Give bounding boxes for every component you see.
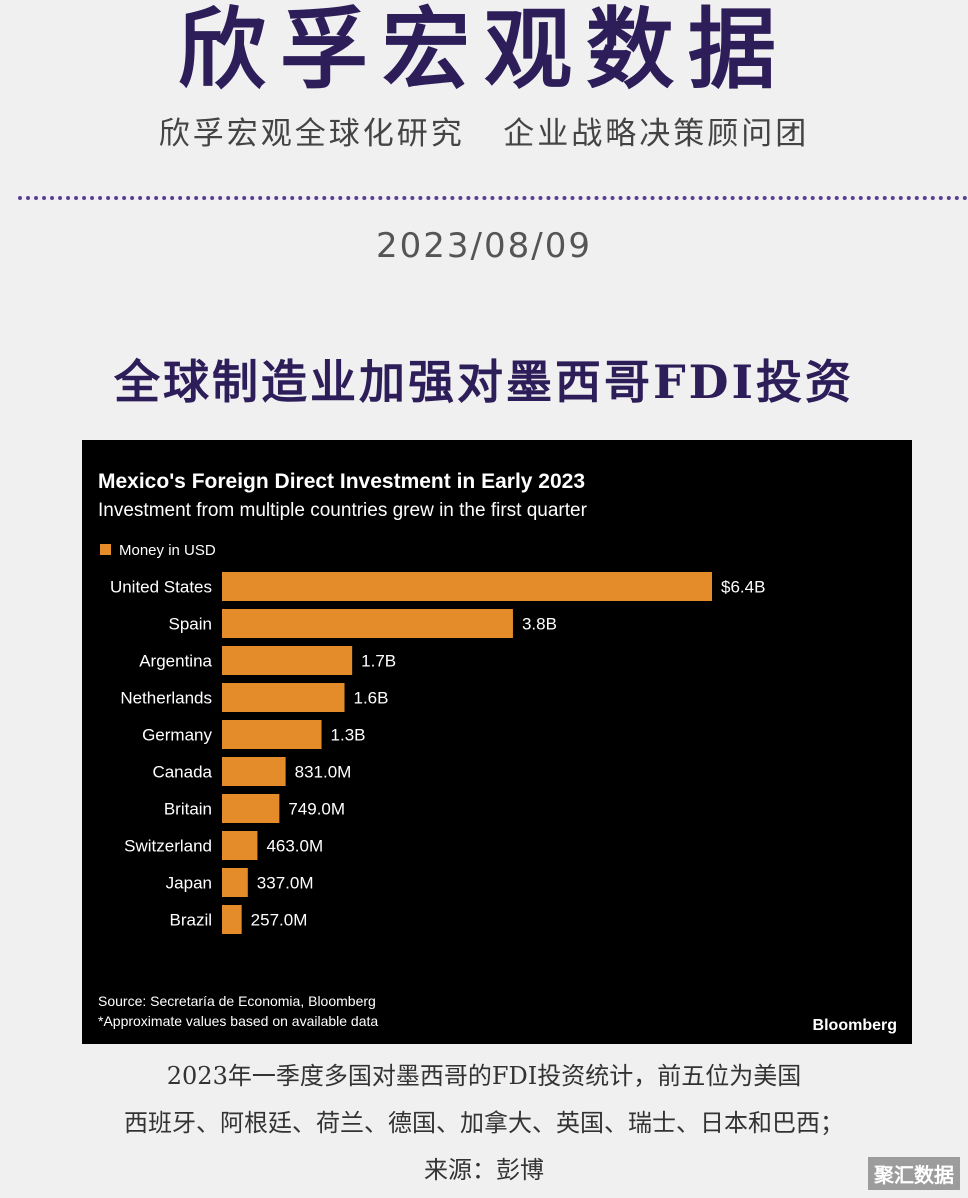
- caption-line-3: 来源：彭博: [424, 1156, 544, 1184]
- bar: [222, 831, 258, 860]
- bar-category-label: United States: [110, 578, 212, 597]
- bar-value-label: 831.0M: [295, 763, 352, 782]
- chart-panel: Mexico's Foreign Direct Investment in Ea…: [82, 440, 912, 1044]
- bar-category-label: Brazil: [169, 911, 212, 930]
- caption-line-2: 西班牙、阿根廷、荷兰、德国、加拿大、英国、瑞士、日本和巴西；: [124, 1109, 844, 1137]
- bar-group: United States $6.4B Spain 3.8B Argentina 1.7B…: [110, 572, 765, 934]
- bar: [222, 757, 286, 786]
- bar-value-label: 1.6B: [354, 689, 389, 708]
- brand-subtitle: 欣孚宏观全球化研究 企业战略决策顾问团: [158, 116, 810, 152]
- bar-chart: Mexico's Foreign Direct Investment in Ea…: [98, 470, 897, 1034]
- bar-value-label: 337.0M: [257, 874, 314, 893]
- bar-value-label: $6.4B: [721, 578, 765, 597]
- chart-footnote: *Approximate values based on available d…: [98, 1013, 378, 1029]
- brand-title: 欣孚宏观数据: [177, 0, 790, 101]
- bar-value-label: 257.0M: [251, 911, 308, 930]
- bar: [222, 794, 280, 823]
- bar-value-label: 1.3B: [331, 726, 366, 745]
- chart-source: Source: Secretaría de Economia, Bloomber…: [98, 993, 376, 1009]
- bar-value-label: 463.0M: [266, 837, 323, 856]
- bar-category-label: Spain: [169, 615, 212, 634]
- bar: [222, 905, 242, 934]
- dotted-divider: [18, 196, 968, 200]
- bar-category-label: Canada: [152, 763, 212, 782]
- bar-category-label: Argentina: [139, 652, 212, 671]
- article-headline: 全球制造业加强对墨西哥FDI投资: [113, 355, 855, 409]
- bar-category-label: Germany: [142, 726, 212, 745]
- bar-category-label: Netherlands: [120, 689, 212, 708]
- bar: [222, 572, 712, 601]
- legend-label: Money in USD: [119, 542, 216, 559]
- bar-value-label: 1.7B: [361, 652, 396, 671]
- bar-category-label: Switzerland: [124, 837, 212, 856]
- legend-swatch: [100, 544, 111, 555]
- publish-date: 2023/08/09: [376, 226, 592, 266]
- chart-subtitle: Investment from multiple countries grew …: [98, 500, 588, 521]
- bar: [222, 609, 513, 638]
- bar-category-label: Japan: [166, 874, 212, 893]
- bar: [222, 720, 322, 749]
- caption-line-1: 2023年一季度多国对墨西哥的FDI投资统计，前五位为美国: [166, 1062, 802, 1090]
- bar: [222, 646, 353, 675]
- bloomberg-logo: Bloomberg: [813, 1017, 897, 1034]
- watermark: 聚汇数据: [868, 1157, 960, 1190]
- bar-value-label: 749.0M: [288, 800, 345, 819]
- bar-category-label: Britain: [164, 800, 212, 819]
- bar-value-label: 3.8B: [522, 615, 557, 634]
- bar: [222, 683, 345, 712]
- chart-title: Mexico's Foreign Direct Investment in Ea…: [98, 470, 585, 493]
- bar: [222, 868, 248, 897]
